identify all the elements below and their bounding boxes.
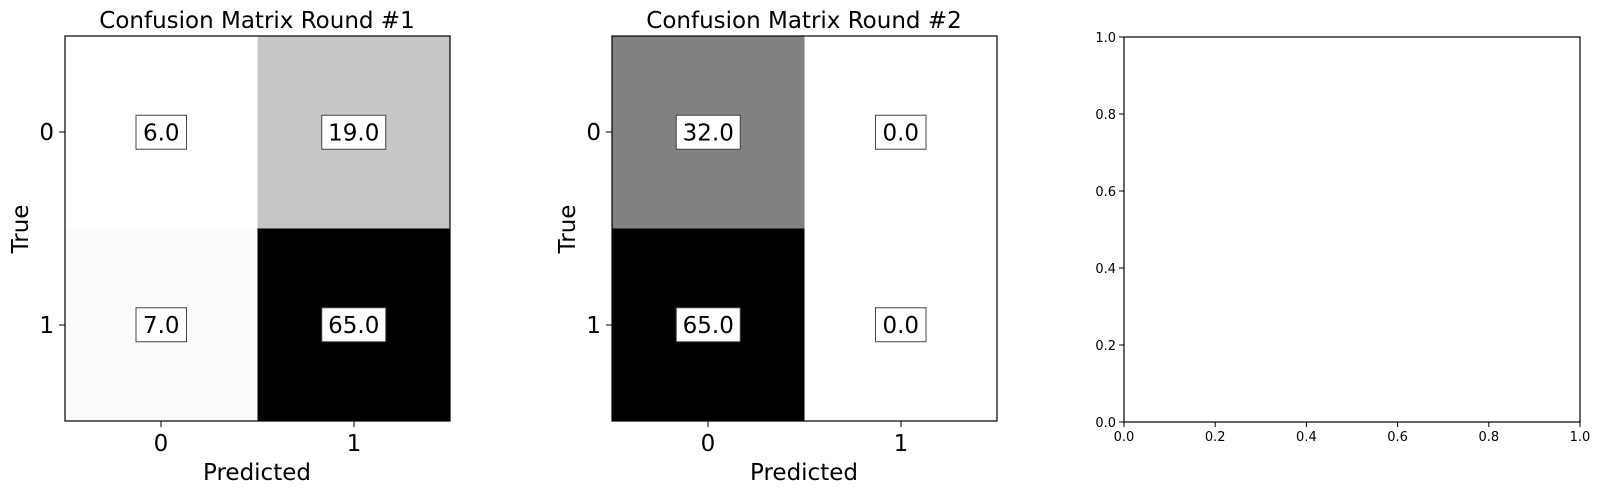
panel-3-ticks: 0.0 0.2 0.4 0.6 0.8 1.0 0.0 0.2 0.4 0.6 0.8 1.0 <box>1095 31 1590 445</box>
panel-3-y-tick-label: 0.8 <box>1095 108 1116 123</box>
panel-1-y-axis-label: True <box>8 205 34 255</box>
panel-2-y-tick-label: 1 <box>586 313 601 339</box>
panel-3-y-tick-label: 1.0 <box>1095 31 1116 46</box>
panel-1-x-ticks: 0 1 <box>154 421 362 457</box>
panel-3-x-tick-label: 0.6 <box>1387 430 1408 445</box>
panel-1-y-tick-label: 0 <box>39 120 54 146</box>
panel-2-cell-label-box-1-1 <box>875 307 927 343</box>
panel-2-cell-label-box-1-0 <box>675 307 741 343</box>
panel-2-cell-label-box-0-0 <box>675 114 741 150</box>
empty-axes-panel-3: 0.0 0.2 0.4 0.6 0.8 1.0 0.0 0.2 0.4 0.6 0.8 1.0 <box>1095 31 1590 445</box>
panel-2-y-ticks: 0 1 <box>586 120 612 339</box>
panel-1-cell-value-1-0: 7.0 <box>143 313 180 339</box>
panel-1-x-axis-label: Predicted <box>203 460 311 486</box>
panel-1-cell-value-0-0: 6.0 <box>143 120 180 146</box>
panel-2-cell-value-0-1: 0.0 <box>882 120 919 146</box>
panel-3-x-tick-label: 0.4 <box>1296 430 1317 445</box>
panel-2-y-axis-label: True <box>555 205 581 255</box>
panel-2-title: Confusion Matrix Round #2 <box>646 8 961 34</box>
panel-2-cell-label-box-0-1 <box>875 114 927 150</box>
panel-3-x-tick-label: 0.0 <box>1114 430 1135 445</box>
panel-1-x-tick-label: 1 <box>347 431 362 457</box>
panel-2-x-ticks: 0 1 <box>701 421 909 457</box>
panel-3-y-tick-label: 0.2 <box>1095 339 1116 354</box>
panel-3-frame <box>1123 36 1581 423</box>
panel-2-frame <box>611 35 998 422</box>
panel-2-y-tick-label: 0 <box>586 120 601 146</box>
panel-3-y-tick-label: 0.4 <box>1095 262 1116 277</box>
confusion-matrix-panel-2: Confusion Matrix Round #2 32.0 0.0 65.0 0.0… <box>555 8 998 486</box>
panel-2-cell-value-1-1: 0.0 <box>882 313 919 339</box>
panel-1-x-tick-label: 0 <box>154 431 169 457</box>
panel-1-cell-value-0-1: 19.0 <box>328 120 379 146</box>
panel-3-y-tick-label: 0.6 <box>1095 185 1116 200</box>
panel-1-cell-label-box-1-1 <box>321 307 387 343</box>
panel-3-y-tick-label: 0.0 <box>1095 416 1116 431</box>
panel-1-y-tick-label: 1 <box>39 313 54 339</box>
panel-2-cell-value-1-0: 65.0 <box>683 313 734 339</box>
panel-1-cells: 6.0 19.0 7.0 65.0 <box>65 36 450 421</box>
panel-1-y-ticks: 0 1 <box>39 120 65 339</box>
panel-3-x-tick-label: 0.2 <box>1205 430 1226 445</box>
panel-1-cell-label-box-0-0 <box>135 114 187 150</box>
panel-3-x-tick-label: 0.8 <box>1478 430 1499 445</box>
panel-1-frame <box>64 35 451 422</box>
panel-1-cell-label-box-0-1 <box>321 114 387 150</box>
panel-1-title: Confusion Matrix Round #1 <box>99 8 414 34</box>
panel-1-cell-value-1-1: 65.0 <box>328 313 379 339</box>
panel-2-cells: 32.0 0.0 65.0 0.0 <box>612 36 997 421</box>
confusion-matrix-panel-1: Confusion Matrix Round #1 6.0 19.0 7.0 65.0… <box>8 8 451 486</box>
panel-2-x-axis-label: Predicted <box>750 460 858 486</box>
panel-3-x-tick-label: 1.0 <box>1570 430 1591 445</box>
panel-2-x-tick-label: 1 <box>894 431 909 457</box>
panel-2-x-tick-label: 0 <box>701 431 716 457</box>
panel-2-cell-value-0-0: 32.0 <box>683 120 734 146</box>
panel-1-cell-label-box-1-0 <box>135 307 187 343</box>
